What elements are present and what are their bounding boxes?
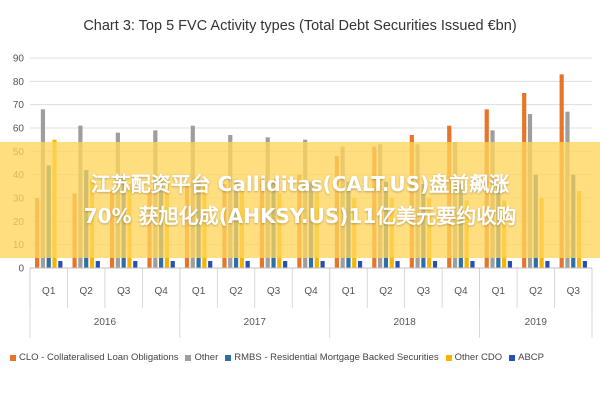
bar — [470, 261, 475, 268]
x-tick-label: Q2 — [229, 286, 243, 297]
bar — [545, 261, 550, 268]
legend-swatch — [509, 354, 516, 361]
y-tick-label: 70 — [13, 100, 25, 111]
legend-item: Other — [185, 352, 218, 363]
x-tick-label: Q4 — [304, 286, 318, 297]
x-tick-label: Q2 — [80, 286, 94, 297]
bar — [432, 261, 438, 268]
x-tick-label: Q4 — [454, 286, 468, 297]
chart-legend: CLO - Collateralised Loan Obligations Oth… — [10, 352, 595, 363]
x-group-label: 2018 — [394, 317, 417, 328]
bar — [208, 261, 213, 268]
legend-label: RMBS - Residential Mortgage Backed Secur… — [234, 352, 439, 363]
banner-line-2: 70% 获旭化成(AHKSY.US)11亿美元要约收购 — [83, 204, 517, 228]
overlay-banner[interactable]: 江苏配资平台 Calliditas(CALT.US)盘前飙涨 70% 获旭化成(… — [0, 142, 600, 258]
legend-label: CLO - Collateralised Loan Obligations — [19, 352, 179, 363]
legend-label: Other CDO — [454, 352, 503, 363]
x-tick-label: Q2 — [379, 286, 393, 297]
x-tick-label: Q2 — [529, 286, 543, 297]
x-tick-label: Q1 — [492, 286, 506, 297]
legend-swatch — [445, 354, 452, 361]
x-tick-label: Q4 — [154, 286, 168, 297]
legend-label: ABCP — [518, 352, 544, 363]
legend-item: Other CDO — [445, 352, 503, 363]
bar — [95, 261, 100, 268]
y-tick-label: 90 — [13, 54, 25, 65]
chart-title: Chart 3: Top 5 FVC Activity types (Total… — [83, 18, 516, 34]
x-tick-label: Q3 — [117, 286, 131, 297]
x-tick-label: Q1 — [42, 286, 56, 297]
x-group-label: 2017 — [244, 317, 267, 328]
legend-swatch — [225, 354, 232, 361]
y-tick-label: 80 — [13, 77, 25, 88]
bar — [283, 261, 288, 268]
y-tick-label: 0 — [18, 264, 24, 275]
legend-item: CLO - Collateralised Loan Obligations — [10, 352, 178, 363]
x-tick-label: Q1 — [192, 286, 206, 297]
bar — [320, 261, 325, 268]
bar — [357, 261, 363, 268]
legend-item: ABCP — [509, 352, 544, 363]
x-tick-label: Q3 — [417, 286, 431, 297]
legend-swatch — [185, 354, 192, 361]
x-tick-label: Q1 — [342, 286, 356, 297]
bar — [395, 261, 400, 268]
banner-line-1: 江苏配资平台 Calliditas(CALT.US)盘前飙涨 — [90, 172, 510, 196]
x-group-label: 2016 — [94, 317, 117, 328]
bar — [133, 261, 138, 268]
bar — [245, 261, 250, 268]
legend-swatch — [10, 354, 16, 361]
x-tick-label: Q3 — [267, 286, 281, 297]
legend-item: RMBS - Residential Mortgage Backed Secur… — [225, 352, 439, 363]
x-group-label: 2019 — [525, 317, 548, 328]
y-tick-label: 60 — [13, 124, 25, 135]
bar — [507, 261, 513, 268]
bar — [170, 261, 175, 268]
bar — [58, 261, 63, 268]
x-tick-label: Q3 — [567, 286, 581, 297]
bar — [582, 261, 587, 268]
legend-label: Other — [194, 352, 219, 363]
